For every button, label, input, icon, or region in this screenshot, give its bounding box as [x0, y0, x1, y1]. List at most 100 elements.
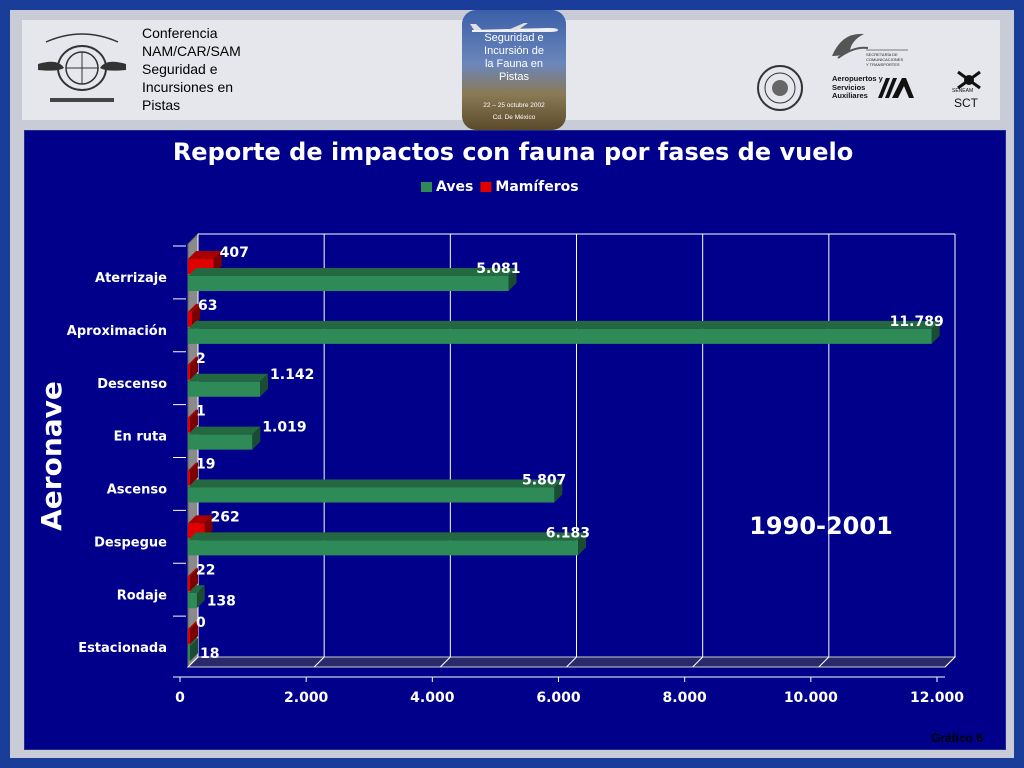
- y-axis-label: Aeronave: [35, 381, 68, 531]
- bar-mamiferos-side: [190, 621, 198, 645]
- bar-aves: [188, 328, 932, 344]
- bar-mamiferos-top: [188, 303, 200, 312]
- bar-aves-top: [188, 479, 563, 488]
- event-title-line: Incursión de: [484, 45, 544, 57]
- x-tick-label: 2.000: [284, 690, 329, 706]
- data-label-aves: 5.807: [522, 473, 566, 489]
- figure-label: Gráfico 6: [931, 731, 984, 745]
- period-annotation: 1990-2001: [749, 512, 893, 540]
- conference-title: Conferencia NAM/CAR/SAM Seguridad e Incu…: [142, 24, 282, 114]
- event-city: Cd. De México: [492, 114, 536, 121]
- gridline-floor: [818, 656, 830, 668]
- asa-line: Servicios: [832, 82, 866, 92]
- chart-title: Reporte de impactos con fauna por fases …: [173, 138, 853, 166]
- bar-mamiferos-top: [188, 251, 222, 259]
- airplane-icon: [470, 23, 558, 32]
- data-label-aves: 18: [200, 646, 219, 662]
- conference-line: NAM/CAR/SAM: [142, 43, 241, 59]
- sct-line: COMUNICACIONES: [866, 57, 904, 62]
- bar-mamiferos-side: [190, 568, 198, 592]
- seal-logo-icon: [757, 65, 803, 111]
- icao-logo-icon: [38, 33, 126, 102]
- bar-aves-top: [188, 268, 517, 276]
- sct-eagle-logo-icon: [832, 33, 908, 59]
- bar-aves-top: [188, 585, 205, 594]
- bar-aves-side: [196, 585, 205, 609]
- bar-mamiferos-side: [190, 356, 198, 380]
- legend-label-aves: Aves: [436, 179, 473, 195]
- data-label-aves: 5.081: [476, 261, 520, 277]
- category-label: Aproximación: [67, 324, 167, 339]
- bar-chart: Reporte de impactos con fauna por fases …: [35, 138, 964, 706]
- bar-mamiferos-top: [188, 568, 198, 577]
- event-title-line: la Fauna en: [484, 58, 544, 70]
- event-dates: 22 – 25 octubre 2002: [483, 102, 545, 109]
- legend-label-mamíferos: Mamíferos: [495, 179, 578, 195]
- bar-aves-side: [508, 268, 517, 291]
- bar-aves: [188, 487, 555, 503]
- sct-line: SECRETARÍA DE: [866, 52, 898, 57]
- data-label-mamiferos: 2: [196, 351, 206, 367]
- gridline-floor: [566, 656, 577, 668]
- asa-line: Aeropuertos y: [832, 74, 883, 83]
- bar-mamiferos-top: [188, 621, 198, 630]
- conference-line: Incursiones en: [142, 79, 234, 95]
- category-label: Ascenso: [107, 483, 167, 498]
- bar-aves-top: [188, 638, 198, 647]
- category-label: Descenso: [97, 377, 167, 392]
- bar-aves-top: [188, 426, 261, 435]
- event-title-line: Pistas: [499, 71, 529, 83]
- bar-aves-side: [252, 426, 261, 450]
- x-tick-label: 10.000: [784, 690, 838, 706]
- bar-mamiferos: [188, 311, 192, 327]
- bar-mamiferos: [188, 629, 190, 645]
- bar-mamiferos-side: [190, 462, 198, 486]
- x-tick-label: 12.000: [910, 690, 964, 706]
- bar-mamiferos-side: [191, 303, 200, 327]
- bar-aves-top: [188, 532, 587, 541]
- x-tick-label: 4.000: [410, 690, 455, 706]
- bar-aves-top: [188, 373, 269, 382]
- data-label-mamiferos: 1: [196, 404, 206, 420]
- x-tick-label: 8.000: [663, 690, 708, 706]
- gridline-floor: [439, 656, 451, 668]
- bar-mamiferos-top: [188, 356, 198, 365]
- seneam-logo-icon: [957, 70, 981, 90]
- gridline-floor: [187, 656, 199, 668]
- asa-label: Aeropuertos y Servicios Auxiliares: [832, 74, 883, 101]
- data-label-aves: 6.183: [546, 525, 590, 541]
- seneam-label: SENEAM: [952, 88, 974, 94]
- bar-mamiferos-top: [188, 515, 213, 524]
- event-badge: Seguridad e Incursión de la Fauna en Pis…: [462, 10, 566, 130]
- sct-text: SCT: [954, 96, 978, 110]
- bar-aves-side: [931, 320, 940, 344]
- bar-aves-side: [578, 532, 587, 556]
- conference-line: Pistas: [142, 97, 181, 113]
- category-label: Despegue: [94, 535, 167, 550]
- event-title-line: Seguridad e: [484, 32, 544, 44]
- bar-aves-side: [260, 373, 269, 397]
- data-label-aves: 11.789: [890, 314, 944, 330]
- bar-aves-side: [554, 479, 563, 503]
- bar-aves-side: [190, 638, 198, 662]
- legend-swatch-mamíferos: [480, 182, 492, 192]
- data-label-mamiferos: 407: [220, 245, 249, 261]
- category-label: Estacionada: [78, 641, 167, 656]
- gridline-floor: [944, 656, 956, 668]
- category-label: Aterrizaje: [95, 271, 167, 286]
- gridline-floor: [313, 656, 325, 668]
- category-label: Rodaje: [117, 588, 167, 603]
- chart-panel: Reporte de impactos con fauna por fases …: [24, 130, 1006, 750]
- x-tick-label: 6.000: [536, 690, 581, 706]
- asa-logo-icon: [878, 78, 914, 98]
- asa-line: Auxiliares: [832, 91, 868, 100]
- conference-line: Conferencia: [142, 25, 218, 41]
- sct-line: Y TRANSPORTES: [866, 62, 900, 67]
- data-label-mamiferos: 262: [211, 509, 240, 525]
- bar-mamiferos-top: [188, 409, 198, 418]
- category-label: En ruta: [114, 430, 167, 445]
- bar-mamiferos: [188, 417, 190, 433]
- data-label-aves: 1.019: [262, 420, 306, 436]
- x-tick-label: 0: [175, 690, 185, 706]
- conference-line: Seguridad e: [142, 61, 218, 77]
